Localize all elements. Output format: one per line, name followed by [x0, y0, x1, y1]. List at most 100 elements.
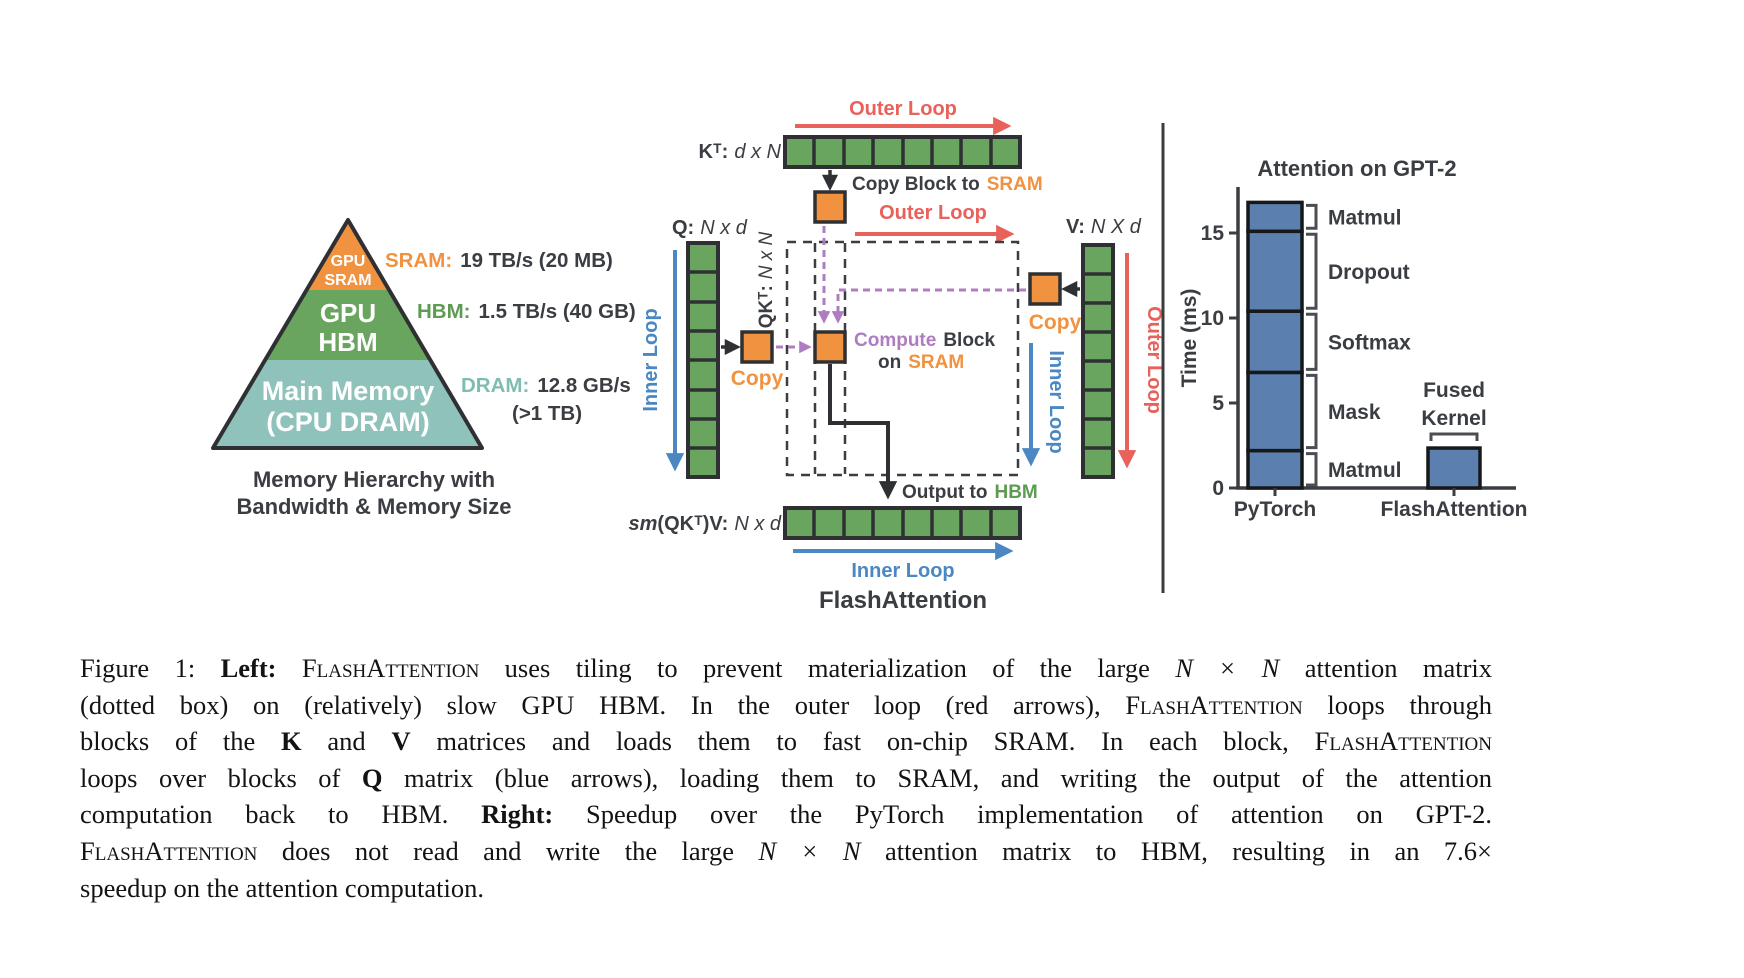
segment-label: Matmul [1328, 459, 1402, 482]
dram-capacity-label: (>1 TB) [512, 402, 582, 425]
caption-segment: blocks of the [80, 726, 281, 757]
output-matrix [783, 506, 1022, 540]
flashattention-bar [1426, 446, 1482, 490]
outer-loop-right-label: Outer Loop [1143, 306, 1165, 414]
caption-segment: matrix (blue arrows), loading them to SR… [382, 762, 1492, 793]
gpt2-attention-chart: Attention on GPT-2 Time (ms) 0 5 10 15 Matmu… [1178, 156, 1528, 521]
caption-segment: attention matrix to HBM, resulting in an… [860, 835, 1493, 866]
segment-bracket [1306, 232, 1318, 310]
chart-bars: 0 5 10 15 Matmul Mask Softmax Dropout Matmul Fuse… [1201, 200, 1528, 521]
caption-line: FlashAttention does not read and write t… [80, 833, 1492, 870]
flashattention-diagram: Outer Loop Kᵀ: d x N Copy Block to SRAM Ou… [629, 98, 1165, 614]
segment-label: Matmul [1328, 206, 1402, 229]
inner-loop-right-label: Inner Loop [1045, 350, 1067, 453]
tier-sram-line1: GPU [331, 253, 366, 270]
dram-bandwidth-label: DRAM: 12.8 GB/s [461, 374, 631, 397]
tier-dram-line2: (CPU DRAM) [266, 407, 429, 437]
caption-segment: Left: [220, 653, 302, 683]
segment-label: Dropout [1328, 261, 1410, 284]
caption-segment: loops over blocks of [80, 762, 362, 793]
pyramid-tier-sram [307, 220, 389, 290]
caption-segment: attention matrix [1279, 653, 1493, 683]
caption-segment: does not read and write the large [257, 835, 759, 866]
compute-block [813, 330, 847, 364]
segment-bracket [1306, 203, 1318, 230]
pyramid-caption-line2: Bandwidth & Memory Size [236, 494, 511, 519]
qkt-matrix-label: QKᵀ:N x N [756, 231, 777, 328]
copy-v-label: Copy [1029, 311, 1082, 334]
output-matrix-label: sm(QKᵀ)V: N x d [629, 513, 782, 535]
figure-caption: Figure 1: Left: FlashAttention uses tili… [80, 650, 1492, 906]
v-matrix [1081, 243, 1115, 479]
v-copy-block [1028, 272, 1062, 306]
bar-segment-dropout [1246, 229, 1304, 313]
y-tick-label: 10 [1201, 307, 1224, 330]
caption-segment: FlashAttention [1125, 689, 1303, 720]
bar-segment-matmul [1246, 448, 1304, 490]
sram-bandwidth-label: SRAM: 19 TB/s (20 MB) [385, 249, 613, 272]
caption-segment: speedup on the attention computation. [80, 872, 485, 903]
tier-sram-line2: SRAM [324, 272, 371, 289]
bar-segment-mask [1246, 370, 1304, 453]
fused-kernel-bracket [1429, 432, 1479, 442]
caption-segment: N × N [758, 835, 861, 866]
kt-matrix [783, 135, 1022, 169]
v-copy-to-compute-arrow [831, 288, 1026, 324]
inner-loop-bottom-label: Inner Loop [851, 560, 954, 582]
caption-line: computation back to HBM. Right: Speedup … [80, 796, 1492, 833]
pyramid-caption-line1: Memory Hierarchy with [253, 467, 495, 492]
pyramid-outline [211, 218, 484, 450]
outer-loop-top-label: Outer Loop [849, 98, 957, 120]
q-copy-block [740, 330, 774, 364]
caption-line: blocks of the K and V matrices and loads… [80, 723, 1492, 760]
fused-kernel-label-line1: Fused [1423, 379, 1485, 402]
q-matrix-label: Q: N x d [672, 217, 748, 239]
pyramid-tier-dram [213, 360, 482, 448]
kt-matrix-label: Kᵀ: d x N [699, 141, 782, 163]
caption-segment: (dotted box) on (relatively) slow GPU HB… [80, 689, 1126, 720]
caption-segment: loops through [1302, 689, 1492, 720]
output-to-hbm-label: Output to HBM [902, 482, 1038, 503]
segment-bracket [1306, 452, 1318, 487]
copy-block-to-sram-label: Copy Block to SRAM [852, 174, 1043, 195]
caption-segment: Q [361, 762, 383, 793]
compute-to-output-arrow [828, 364, 898, 500]
figure-canvas: GPU SRAM GPU HBM Main Memory (CPU DRAM) … [211, 98, 1528, 614]
segment-bracket [1306, 373, 1318, 450]
caption-line: speedup on the attention computation. [80, 870, 1492, 907]
category-label: PyTorch [1234, 498, 1316, 521]
caption-line: Figure 1: Left: FlashAttention uses tili… [80, 650, 1492, 687]
chart-title: Attention on GPT-2 [1257, 156, 1456, 181]
caption-segment: matrices and loads them to fast on-chip … [410, 726, 1315, 757]
caption-segment: FlashAttention [80, 835, 258, 866]
caption-segment: K [280, 726, 302, 757]
caption-segment: and [301, 726, 392, 757]
y-tick-label: 0 [1212, 477, 1224, 500]
caption-segment: FlashAttention [1314, 726, 1492, 757]
y-tick-label: 15 [1201, 222, 1225, 245]
segment-label: Mask [1328, 401, 1381, 424]
caption-segment: N × N [1175, 653, 1280, 683]
flashattention-title: FlashAttention [819, 587, 987, 614]
caption-line: loops over blocks of Q matrix (blue arro… [80, 760, 1492, 797]
y-tick-label: 5 [1212, 392, 1224, 415]
q-matrix [686, 241, 720, 479]
caption-segment: uses tiling to prevent materialization o… [479, 653, 1176, 683]
caption-segment: V [391, 726, 411, 757]
compute-block-label-line1: Compute Block [854, 330, 996, 351]
hbm-bandwidth-label: HBM: 1.5 TB/s (40 GB) [417, 300, 636, 323]
fused-kernel-label-line2: Kernel [1421, 407, 1486, 430]
caption-segment: computation back to HBM. [80, 799, 482, 830]
k-copy-block [813, 190, 847, 224]
category-label: FlashAttention [1381, 498, 1528, 521]
caption-segment: Speedup over the PyTorch implementation … [585, 799, 1492, 830]
tier-hbm-line2: HBM [318, 327, 377, 357]
inner-loop-left-label: Inner Loop [640, 308, 662, 411]
bar-segment-softmax [1246, 309, 1304, 375]
outer-loop-mid-label: Outer Loop [879, 202, 987, 224]
attention-matrix-dashed-box [785, 240, 1020, 477]
copy-q-label: Copy [731, 367, 784, 390]
caption-line: (dotted box) on (relatively) slow GPU HB… [80, 687, 1492, 724]
caption-segment: Right: [481, 799, 586, 830]
